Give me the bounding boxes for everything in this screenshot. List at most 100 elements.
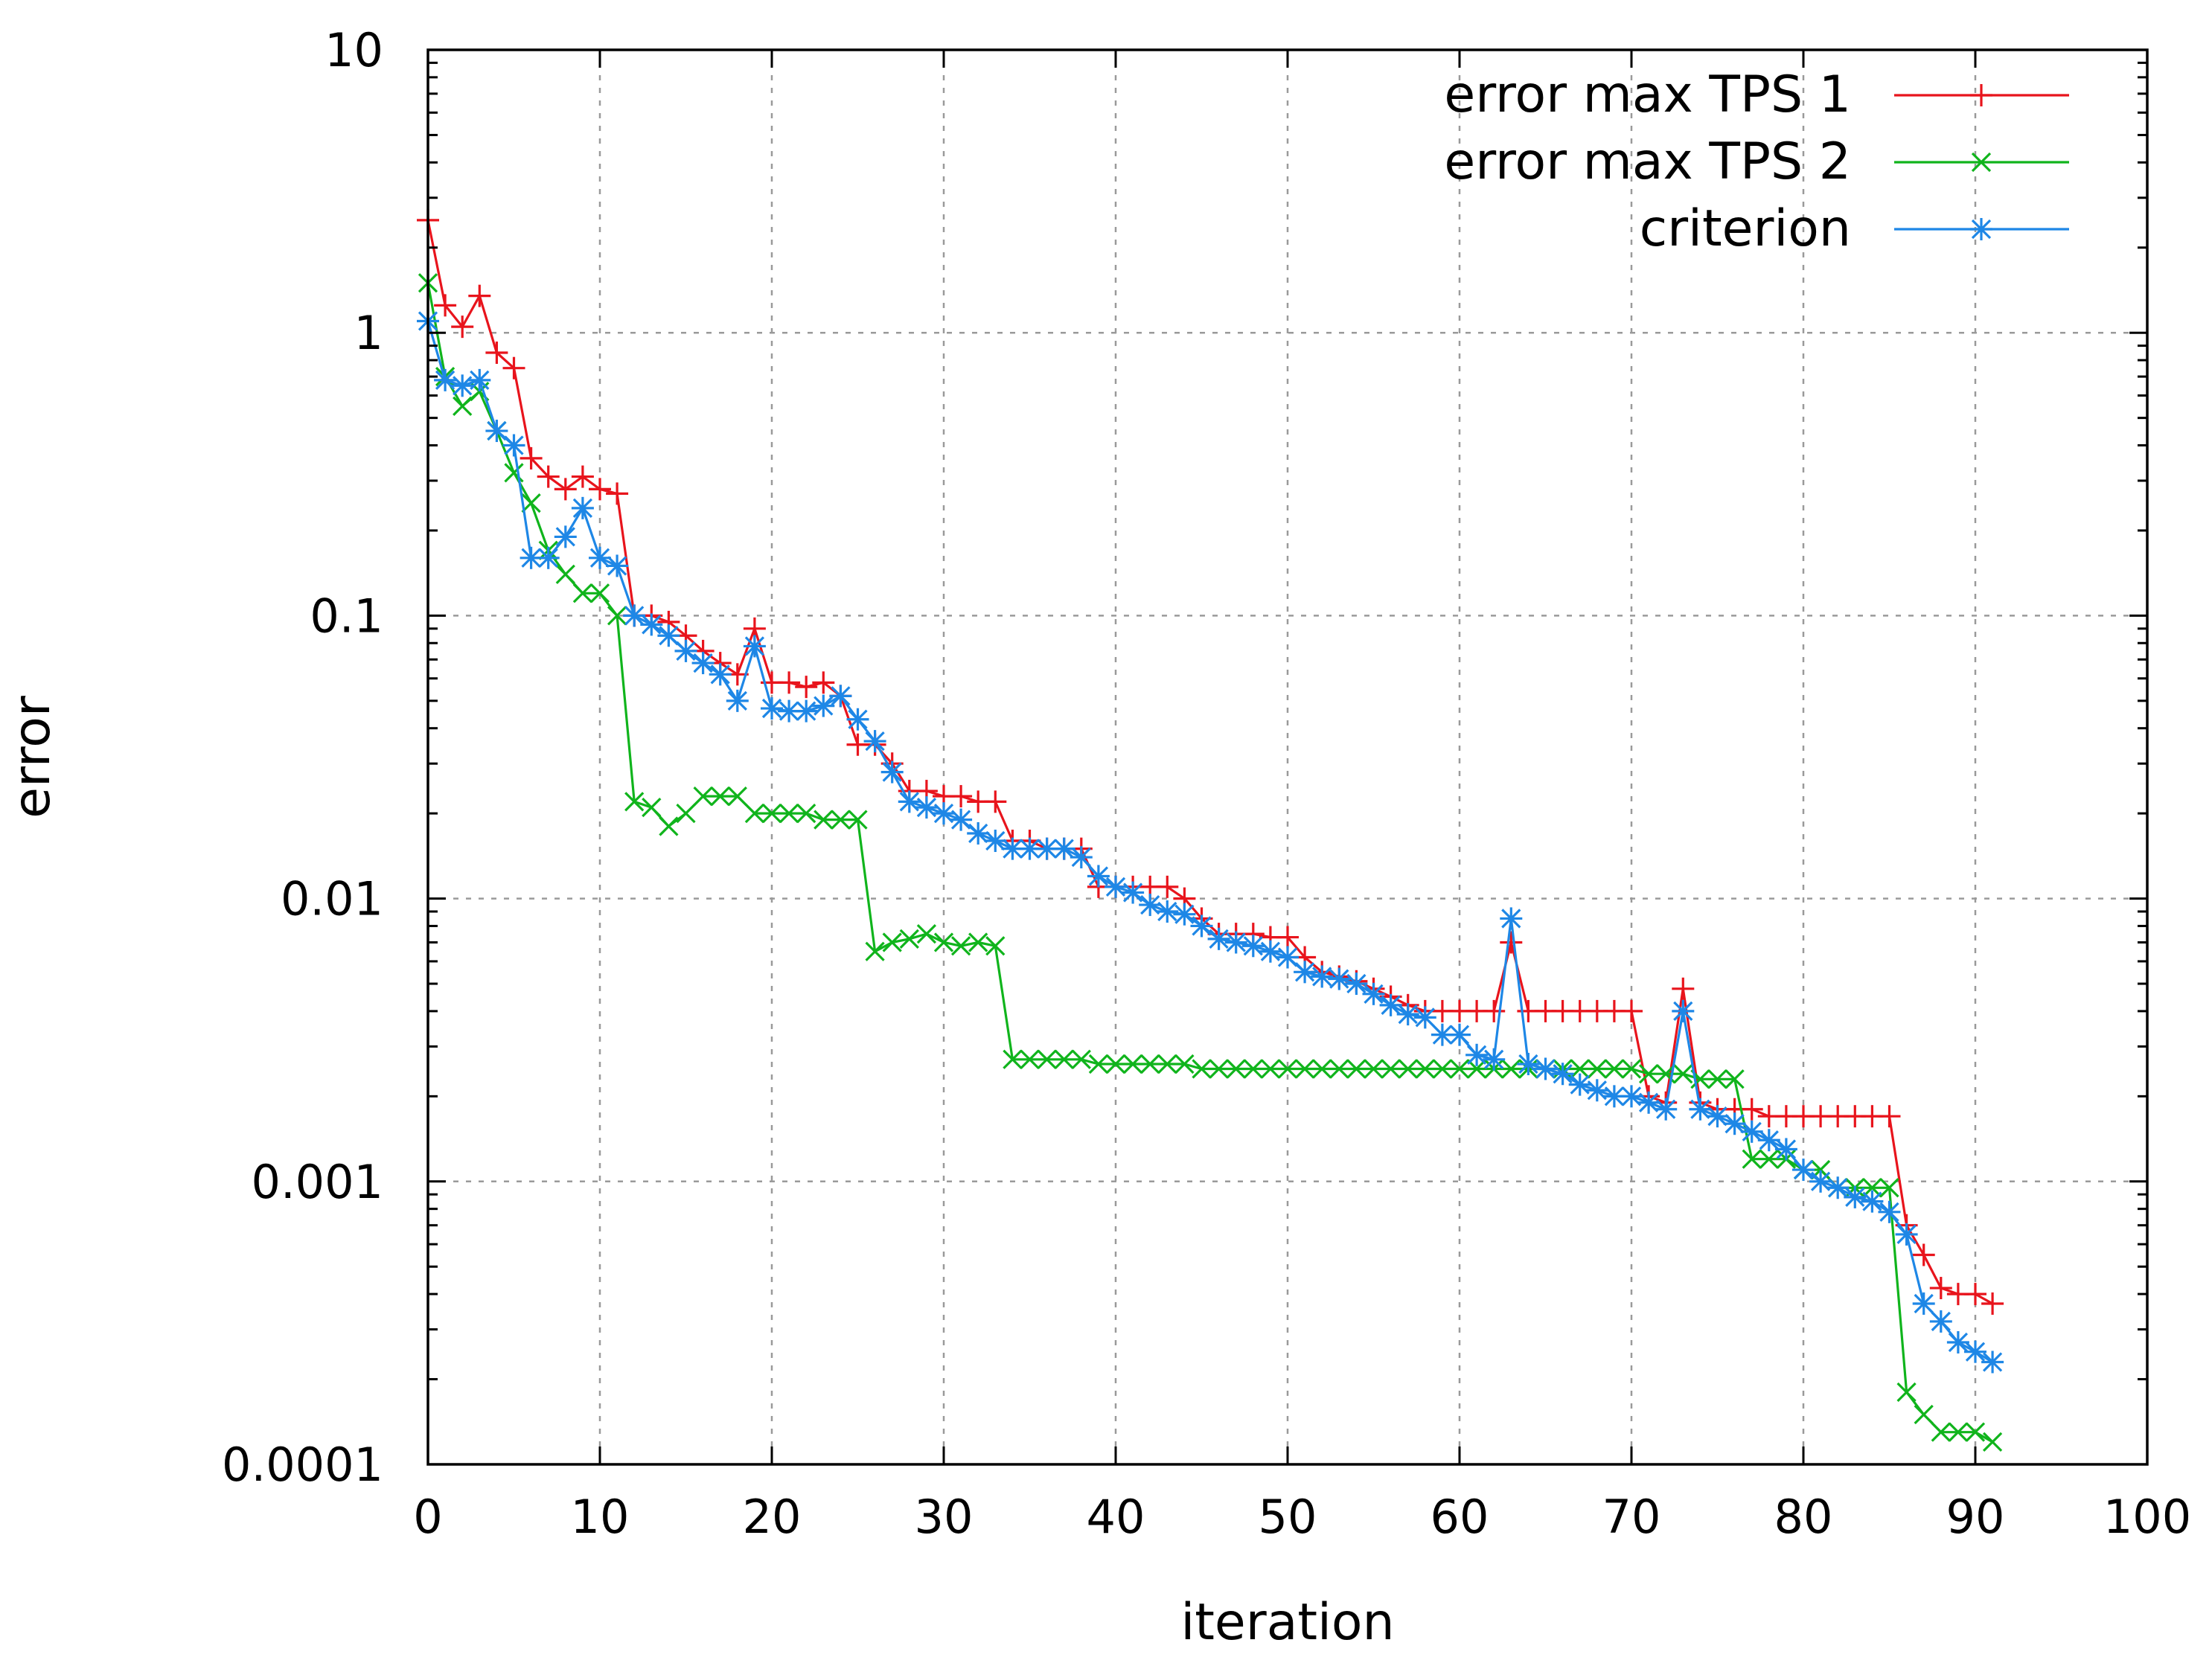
data-point (1209, 1059, 1229, 1079)
data-point (1570, 1059, 1590, 1079)
data-point (898, 790, 921, 813)
data-point (1620, 999, 1643, 1022)
x-tick-label: 10 (571, 1490, 630, 1544)
data-point (1673, 1064, 1693, 1084)
data-point (761, 804, 782, 824)
data-point (1774, 1138, 1797, 1161)
data-point (1929, 1277, 1952, 1300)
data-point (726, 689, 749, 712)
tick-labels: 0 10 20 30 40 50 60 70 80 90 100 10 1 0.1 0.01 0.001 0.0… (222, 23, 2191, 1544)
data-point (950, 785, 973, 808)
y-tick-label: 0.1 (310, 589, 383, 643)
data-point (1723, 1112, 1746, 1135)
data-point (1878, 1200, 1901, 1223)
data-point (863, 730, 886, 753)
data-point (761, 697, 783, 720)
series-error-max-tps-2 (418, 273, 2003, 1452)
data-point (1672, 999, 1695, 1022)
x-tick-label: 50 (1259, 1490, 1317, 1544)
x-tick-label: 70 (1602, 1490, 1661, 1544)
data-point (1637, 1091, 1660, 1114)
data-point (1981, 1292, 2004, 1315)
data-point (1415, 1059, 1435, 1079)
data-point (1740, 1120, 1763, 1143)
legend: error max TPS 1 error max TPS 2 criterion (1444, 65, 2069, 258)
x-tick-label: 20 (743, 1490, 802, 1544)
data-point (1362, 982, 1385, 1005)
data-point (1844, 1185, 1867, 1208)
data-point (1724, 1069, 1745, 1089)
data-point (1587, 1059, 1607, 1079)
data-point (1241, 935, 1265, 958)
data-point (468, 284, 491, 307)
axis-ticks (426, 48, 2149, 1466)
data-point (795, 699, 818, 723)
data-point (693, 786, 713, 807)
data-point (434, 294, 457, 317)
data-point (984, 790, 1007, 813)
data-point (676, 804, 696, 824)
x-tick-label: 0 (413, 1490, 442, 1544)
y-tick-label: 0.01 (281, 872, 383, 926)
data-point (1826, 1176, 1850, 1199)
x-tick-label: 60 (1431, 1490, 1489, 1544)
data-point (1517, 1053, 1540, 1076)
legend-marker (1971, 152, 1992, 173)
data-point (1500, 907, 1523, 930)
data-point (1087, 865, 1110, 888)
data-point (537, 546, 560, 569)
data-point (1466, 1059, 1487, 1079)
data-point (1483, 999, 1506, 1022)
data-point (589, 583, 610, 603)
series-criterion (417, 310, 2004, 1374)
data-point (1707, 1069, 1727, 1089)
data-point (624, 792, 645, 812)
data-point (933, 932, 954, 952)
data-point (1156, 875, 1179, 898)
data-point (812, 694, 835, 717)
data-point (1224, 931, 1247, 954)
data-point (1483, 1048, 1506, 1071)
data-point (865, 941, 885, 961)
data-point (554, 478, 577, 501)
data-point (1465, 1043, 1489, 1066)
y-axis-title: error (3, 696, 62, 818)
data-point (916, 923, 937, 944)
data-point (1379, 993, 1402, 1016)
data-point (915, 796, 938, 819)
data-point (468, 368, 491, 391)
data-point (1173, 903, 1196, 926)
legend-label: criterion (1640, 199, 1851, 258)
data-point (813, 810, 834, 830)
data-point (967, 821, 990, 845)
data-point (829, 685, 852, 708)
data-point (1948, 1422, 1969, 1442)
x-tick-label: 80 (1774, 1490, 1833, 1544)
data-point (1501, 1059, 1521, 1079)
data-point (1895, 1223, 1918, 1246)
data-point (640, 613, 663, 636)
data-point (1568, 1073, 1591, 1096)
data-point (796, 804, 816, 824)
data-point (1294, 1059, 1315, 1079)
data-point (1638, 1064, 1659, 1084)
data-point (589, 478, 611, 501)
data-point (779, 804, 799, 824)
data-point (984, 829, 1007, 852)
data-point (1534, 1057, 1557, 1080)
data-point (1207, 927, 1230, 950)
data-point (1381, 1059, 1401, 1079)
data-point (1621, 1059, 1642, 1079)
data-point (1398, 1059, 1418, 1079)
data-point (1448, 1023, 1471, 1046)
data-point (1759, 1149, 1779, 1169)
data-point (1585, 1079, 1608, 1102)
data-point (1294, 961, 1317, 984)
data-point (453, 396, 473, 417)
data-point (1604, 1059, 1625, 1079)
data-point (1878, 1105, 1901, 1128)
data-point (691, 652, 715, 675)
data-point (1706, 1105, 1729, 1128)
data-point (710, 786, 730, 807)
